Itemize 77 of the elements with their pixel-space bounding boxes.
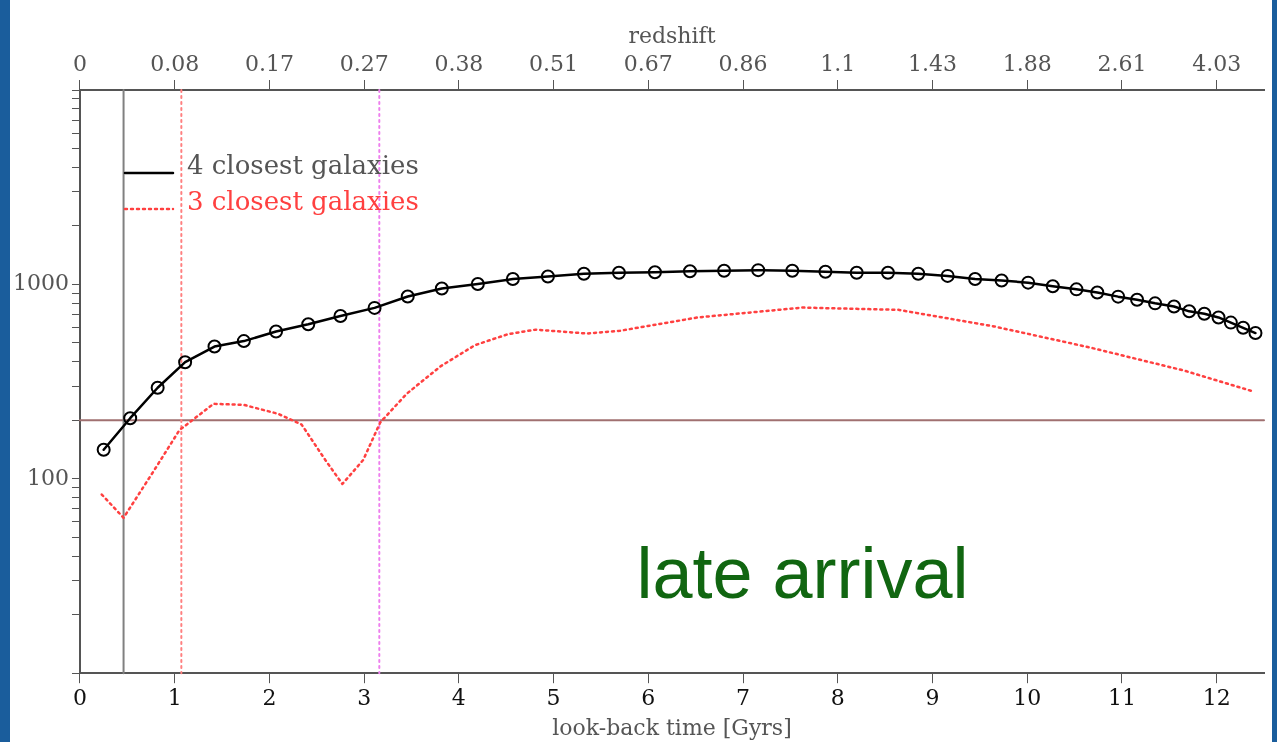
x-tick-label: 4: [451, 685, 466, 711]
text: redshift: [628, 22, 716, 48]
x-tick-label: 6: [641, 685, 656, 711]
line-series: [100, 306, 1255, 520]
point: [470, 277, 485, 292]
x-tick-label: 10: [1013, 685, 1042, 711]
x-tick-label: 1: [167, 685, 182, 711]
point: [911, 266, 926, 281]
text: 1.88: [1002, 50, 1052, 76]
point: [1167, 299, 1182, 314]
point: [717, 263, 732, 278]
text: 4.03: [1192, 50, 1242, 76]
point: [849, 265, 864, 280]
point: [301, 317, 316, 332]
text: 1.43: [907, 50, 957, 76]
point: [1211, 310, 1226, 325]
x-tick-label: 5: [546, 685, 561, 711]
text: 0.86: [718, 50, 768, 76]
x-tick-label: 11: [1107, 685, 1136, 711]
point: [647, 265, 662, 280]
text: 0.67: [623, 50, 673, 76]
point: [1021, 275, 1036, 290]
point: [1248, 326, 1263, 341]
y-tick-label: 1000: [12, 270, 69, 296]
x-tick-label: 0: [72, 685, 87, 711]
point: [1111, 289, 1126, 304]
point: [333, 308, 348, 323]
text: 0: [72, 50, 87, 76]
x-axis-title: look-back time [Gyrs]: [552, 714, 792, 740]
point: [367, 300, 382, 315]
point: [1090, 285, 1105, 300]
x-tick-label: 8: [830, 685, 845, 711]
point: [968, 272, 983, 286]
x-tick-label: 9: [925, 685, 940, 711]
annotation: late arrival: [636, 533, 969, 614]
point: [207, 339, 222, 354]
point: [1197, 306, 1212, 321]
point: [1182, 304, 1197, 319]
point: [236, 334, 251, 349]
point: [880, 265, 895, 280]
y-tick-label: 100: [26, 464, 69, 490]
point: [785, 263, 800, 278]
point: [576, 266, 591, 281]
point: [150, 380, 165, 395]
point: [682, 264, 697, 279]
point: [96, 442, 111, 457]
point: [178, 355, 193, 370]
text: 0.51: [529, 50, 579, 76]
point: [611, 265, 626, 280]
point: [1236, 320, 1251, 335]
point: [540, 269, 555, 284]
point: [1148, 296, 1163, 311]
x-tick-label: 12: [1202, 685, 1231, 711]
point: [940, 268, 955, 283]
x-tick-label: 3: [357, 685, 372, 711]
point: [1045, 279, 1060, 294]
point: [123, 411, 138, 426]
point: [434, 281, 449, 296]
x-tick-label: 7: [736, 685, 751, 711]
point: [751, 263, 766, 278]
point: [1069, 282, 1084, 297]
point: [400, 289, 415, 304]
legend-label: 4 closest galaxies: [186, 149, 419, 180]
text: 2.61: [1097, 50, 1147, 76]
text: 0.38: [434, 50, 484, 76]
text: 1.1: [820, 50, 856, 76]
point: [994, 273, 1009, 288]
x-tick-label: 2: [262, 685, 277, 711]
point: [269, 324, 284, 339]
point: [1223, 315, 1238, 330]
legend-label: 3 closest galaxies: [186, 185, 419, 216]
point: [1130, 292, 1145, 307]
text: 0.27: [339, 50, 389, 76]
point: [818, 264, 833, 279]
text: 0.17: [244, 50, 294, 76]
point: [505, 272, 520, 286]
text: 0.08: [150, 50, 200, 76]
